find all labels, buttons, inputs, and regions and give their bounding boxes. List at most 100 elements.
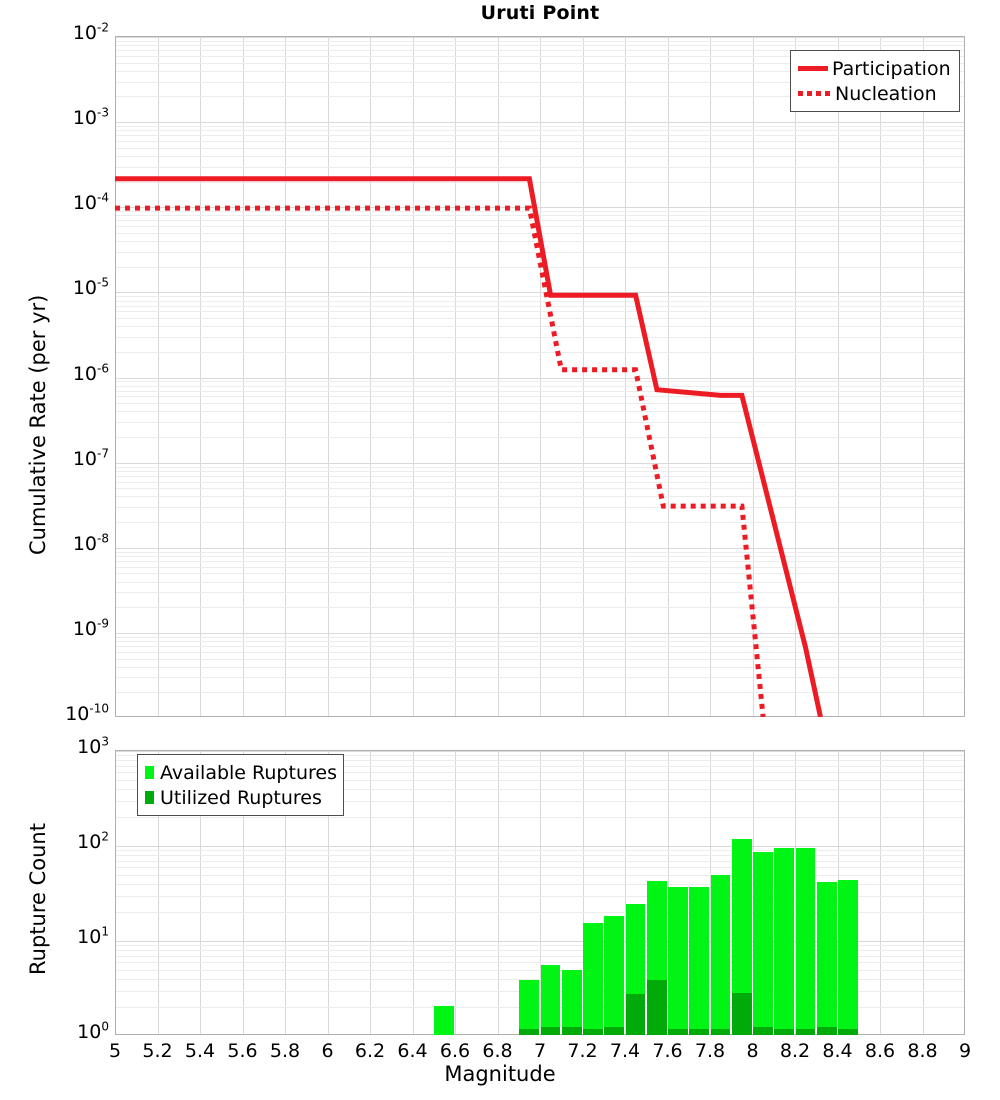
y-tick-label: 10-3	[72, 105, 109, 130]
utilized-segment	[625, 994, 646, 1035]
gridline-horizontal	[116, 391, 964, 392]
gridline-horizontal	[116, 552, 964, 553]
histogram-bar	[583, 923, 603, 1035]
gridline-horizontal	[116, 692, 964, 693]
gridline-horizontal	[116, 41, 964, 42]
gridline-horizontal	[116, 855, 964, 856]
available-segment	[710, 875, 731, 1035]
x-tick-label: 6.4	[397, 1040, 428, 1062]
gridline-horizontal	[116, 652, 964, 653]
gridline-vertical	[200, 751, 201, 1034]
gridline-horizontal	[116, 311, 964, 312]
gridline-horizontal	[116, 471, 964, 472]
gridline-vertical	[455, 751, 456, 1034]
available-segment	[519, 979, 539, 1035]
gridline-horizontal	[116, 962, 964, 963]
gridline-vertical	[370, 37, 371, 716]
utilized-segment	[583, 1028, 603, 1035]
gridline-horizontal	[116, 522, 964, 523]
gridline-horizontal	[116, 817, 964, 818]
gridline-horizontal	[116, 956, 964, 957]
gridline-horizontal	[116, 71, 964, 72]
x-tick-label: 8.6	[864, 1040, 896, 1062]
gridline-horizontal	[116, 567, 964, 568]
cumulative-rate-plot	[115, 36, 965, 717]
y-tick-label: 10-10	[65, 701, 109, 725]
gridline-horizontal	[116, 573, 964, 574]
x-tick-label: 6.6	[439, 1040, 471, 1062]
gridline-horizontal	[116, 950, 964, 951]
gridline-horizontal	[116, 561, 964, 562]
gridline-vertical	[115, 751, 116, 1035]
gridline-horizontal	[116, 306, 964, 307]
utilized-swatch-icon	[145, 791, 154, 804]
gridline-horizontal	[116, 582, 964, 583]
gridline-horizontal	[116, 941, 964, 942]
gridline-vertical	[625, 37, 626, 716]
gridline-horizontal	[116, 659, 964, 660]
y-tick-label: 10-4	[72, 190, 109, 215]
gridline-vertical	[497, 37, 499, 716]
gridline-horizontal	[116, 646, 964, 647]
gridline-horizontal	[116, 50, 964, 51]
gridline-horizontal	[116, 37, 964, 38]
x-tick-label: 9	[958, 1040, 972, 1062]
gridline-horizontal	[116, 326, 964, 327]
gridline-horizontal	[116, 130, 964, 131]
histogram-bar	[625, 903, 646, 1035]
page-title: Uruti Point	[480, 2, 600, 24]
utilized-segment	[753, 1027, 773, 1035]
utilized-segment	[540, 1027, 561, 1035]
gridline-horizontal	[116, 148, 964, 149]
x-tick-label: 8.4	[822, 1040, 853, 1062]
y-tick-label: 103	[77, 734, 109, 758]
gridline-horizontal	[116, 641, 964, 642]
gridline-vertical	[157, 751, 159, 1034]
x-tick-label: 6	[321, 1040, 334, 1062]
gridline-horizontal	[116, 607, 964, 608]
dotted-line-icon	[798, 91, 830, 96]
gridline-horizontal	[116, 482, 964, 483]
gridline-vertical	[752, 37, 754, 716]
histogram-bar	[540, 964, 561, 1035]
gridline-vertical	[837, 37, 839, 716]
histogram-bar	[753, 851, 773, 1035]
histogram-bar	[710, 875, 731, 1035]
gridline-vertical	[370, 751, 371, 1034]
gridline-horizontal	[116, 476, 964, 477]
gridline-horizontal	[116, 220, 964, 221]
histogram-bar	[434, 1006, 454, 1035]
gridline-horizontal	[116, 396, 964, 397]
utilized-segment	[561, 1027, 582, 1035]
available-segment	[731, 839, 752, 1035]
gridline-vertical	[242, 751, 244, 1034]
available-segment	[561, 970, 582, 1035]
histogram-bar	[774, 848, 794, 1035]
gridline-vertical	[880, 751, 881, 1034]
x-tick-label: 8	[746, 1040, 759, 1062]
gridline-horizontal	[116, 496, 964, 497]
y-tick-label: 10-2	[72, 20, 109, 44]
gridline-vertical	[242, 37, 244, 716]
gridline-horizontal	[116, 318, 964, 319]
histogram-bar	[646, 880, 667, 1035]
x-tick-label: 6.8	[482, 1040, 513, 1062]
gridline-horizontal	[116, 381, 964, 382]
available-segment	[774, 848, 794, 1035]
gridline-horizontal	[116, 875, 964, 876]
gridline-vertical	[540, 37, 541, 716]
utilized-segment	[816, 1027, 837, 1035]
bottom-plot-legend: Available Ruptures Utilized Ruptures	[137, 754, 344, 816]
utilized-segment	[519, 1028, 539, 1035]
gridline-horizontal	[116, 772, 964, 773]
gridline-horizontal	[116, 135, 964, 136]
gridline-horizontal	[116, 167, 964, 168]
gridline-vertical	[625, 751, 626, 1034]
x-tick-label: 5.8	[269, 1040, 301, 1062]
gridline-horizontal	[116, 182, 964, 183]
x-tick-label: 7.8	[694, 1040, 726, 1062]
gridline-horizontal	[116, 141, 964, 142]
gridline-horizontal	[116, 422, 964, 423]
x-tick-label: 6.2	[354, 1040, 386, 1062]
